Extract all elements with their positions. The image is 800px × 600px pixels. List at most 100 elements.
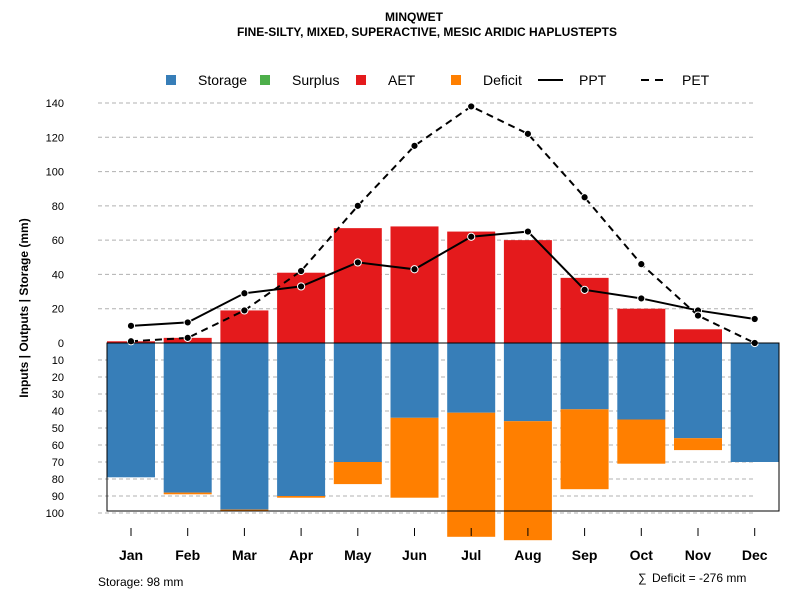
- x-tick-label: Mar: [232, 547, 257, 563]
- bar-aet: [674, 329, 722, 343]
- point-ppt: [411, 266, 418, 273]
- point-pet: [354, 202, 361, 209]
- point-ppt: [468, 233, 475, 240]
- x-tick-label: Jun: [402, 547, 427, 563]
- point-ppt: [127, 322, 134, 329]
- bar-storage: [731, 343, 779, 462]
- y-tick-label-lower: 90: [52, 491, 64, 503]
- y-tick-label-lower: 10: [52, 355, 64, 367]
- y-tick-label-upper: 140: [46, 98, 64, 110]
- chart-subtitle: FINE-SILTY, MIXED, SUPERACTIVE, MESIC AR…: [237, 25, 617, 39]
- x-tick-label: Oct: [630, 547, 654, 563]
- point-ppt: [581, 286, 588, 293]
- bar-storage: [164, 343, 212, 493]
- y-tick-label-upper: 20: [52, 304, 64, 316]
- bar-aet: [391, 226, 439, 343]
- bar-storage: [391, 343, 439, 418]
- y-tick-label-upper: 100: [46, 167, 64, 179]
- bar-deficit: [674, 438, 722, 450]
- y-tick-label-lower: 100: [46, 508, 64, 520]
- y-tick-label-lower: 50: [52, 423, 64, 435]
- bar-storage: [277, 343, 325, 496]
- x-tick-label: Jan: [119, 547, 143, 563]
- bar-deficit: [391, 418, 439, 498]
- bar-storage: [504, 343, 552, 421]
- bar-deficit: [504, 421, 552, 540]
- point-ppt: [241, 290, 248, 297]
- x-tick-label: Aug: [514, 547, 541, 563]
- legend-swatch-aet: [356, 75, 366, 85]
- bar-deficit: [617, 420, 665, 464]
- point-ppt: [638, 295, 645, 302]
- point-pet: [638, 261, 645, 268]
- y-tick-label-lower: 60: [52, 440, 64, 452]
- bar-deficit: [447, 413, 495, 537]
- bar-deficit: [164, 493, 212, 495]
- line-pet: [131, 106, 755, 343]
- point-pet: [468, 103, 475, 110]
- bar-deficit: [334, 462, 382, 484]
- point-ppt: [524, 228, 531, 235]
- bar-storage: [447, 343, 495, 413]
- y-axis-label: Inputs | Outputs | Storage (mm): [17, 218, 31, 397]
- point-pet: [411, 142, 418, 149]
- x-tick-label: Sep: [572, 547, 598, 563]
- bar-aet: [220, 310, 268, 343]
- point-pet: [184, 334, 191, 341]
- bar-storage: [674, 343, 722, 438]
- water-balance-chart: MINQWET FINE-SILTY, MIXED, SUPERACTIVE, …: [0, 0, 800, 600]
- point-pet: [298, 267, 305, 274]
- y-tick-label-upper: 80: [52, 201, 64, 213]
- legend-label: Storage: [198, 72, 247, 88]
- legend-swatch-surplus: [260, 75, 270, 85]
- x-tick-label: May: [344, 547, 371, 563]
- bar-storage: [561, 343, 609, 409]
- x-tick-label: Jul: [461, 547, 481, 563]
- y-tick-label-lower: 80: [52, 474, 64, 486]
- bar-storage: [617, 343, 665, 420]
- legend: Storage Surplus AET Deficit PPT PET: [166, 72, 710, 88]
- bar-aet: [447, 232, 495, 343]
- y-tick-label-lower: 70: [52, 457, 64, 469]
- bar-storage: [220, 343, 268, 510]
- point-pet: [241, 307, 248, 314]
- x-tick-label: Feb: [175, 547, 200, 563]
- legend-label: Deficit: [483, 72, 522, 88]
- point-pet: [524, 130, 531, 137]
- legend-swatch-storage: [166, 75, 176, 85]
- point-pet: [581, 194, 588, 201]
- point-pet: [127, 338, 134, 345]
- bar-deficit: [561, 409, 609, 489]
- y-tick-label-lower: 30: [52, 389, 64, 401]
- bar-storage: [107, 343, 155, 477]
- x-tick-label: Nov: [685, 547, 712, 563]
- bar-deficit: [277, 496, 325, 498]
- legend-label: PPT: [579, 72, 607, 88]
- y-tick-label-upper: 0: [58, 338, 64, 350]
- y-tick-label-upper: 40: [52, 269, 64, 281]
- legend-label: AET: [388, 72, 416, 88]
- y-tick-label-lower: 20: [52, 372, 64, 384]
- point-ppt: [298, 283, 305, 290]
- x-tick-label: Dec: [742, 547, 768, 563]
- sum-symbol-icon: ∑: [638, 571, 647, 585]
- legend-swatch-deficit: [451, 75, 461, 85]
- storage-footnote: Storage: 98 mm: [98, 575, 183, 589]
- chart-title: MINQWET: [385, 10, 444, 24]
- point-ppt: [184, 319, 191, 326]
- x-tick-label: Apr: [289, 547, 314, 563]
- point-pet: [694, 312, 701, 319]
- y-tick-label-upper: 120: [46, 132, 64, 144]
- point-ppt: [751, 315, 758, 322]
- legend-label: PET: [682, 72, 710, 88]
- bars: [107, 226, 779, 540]
- bar-storage: [334, 343, 382, 462]
- y-tick-label-lower: 40: [52, 406, 64, 418]
- legend-label: Surplus: [292, 72, 339, 88]
- bar-aet: [504, 240, 552, 343]
- point-ppt: [354, 259, 361, 266]
- y-tick-label-upper: 60: [52, 235, 64, 247]
- bar-aet: [617, 309, 665, 343]
- deficit-footnote: Deficit = -276 mm: [652, 571, 746, 585]
- bar-aet: [334, 228, 382, 343]
